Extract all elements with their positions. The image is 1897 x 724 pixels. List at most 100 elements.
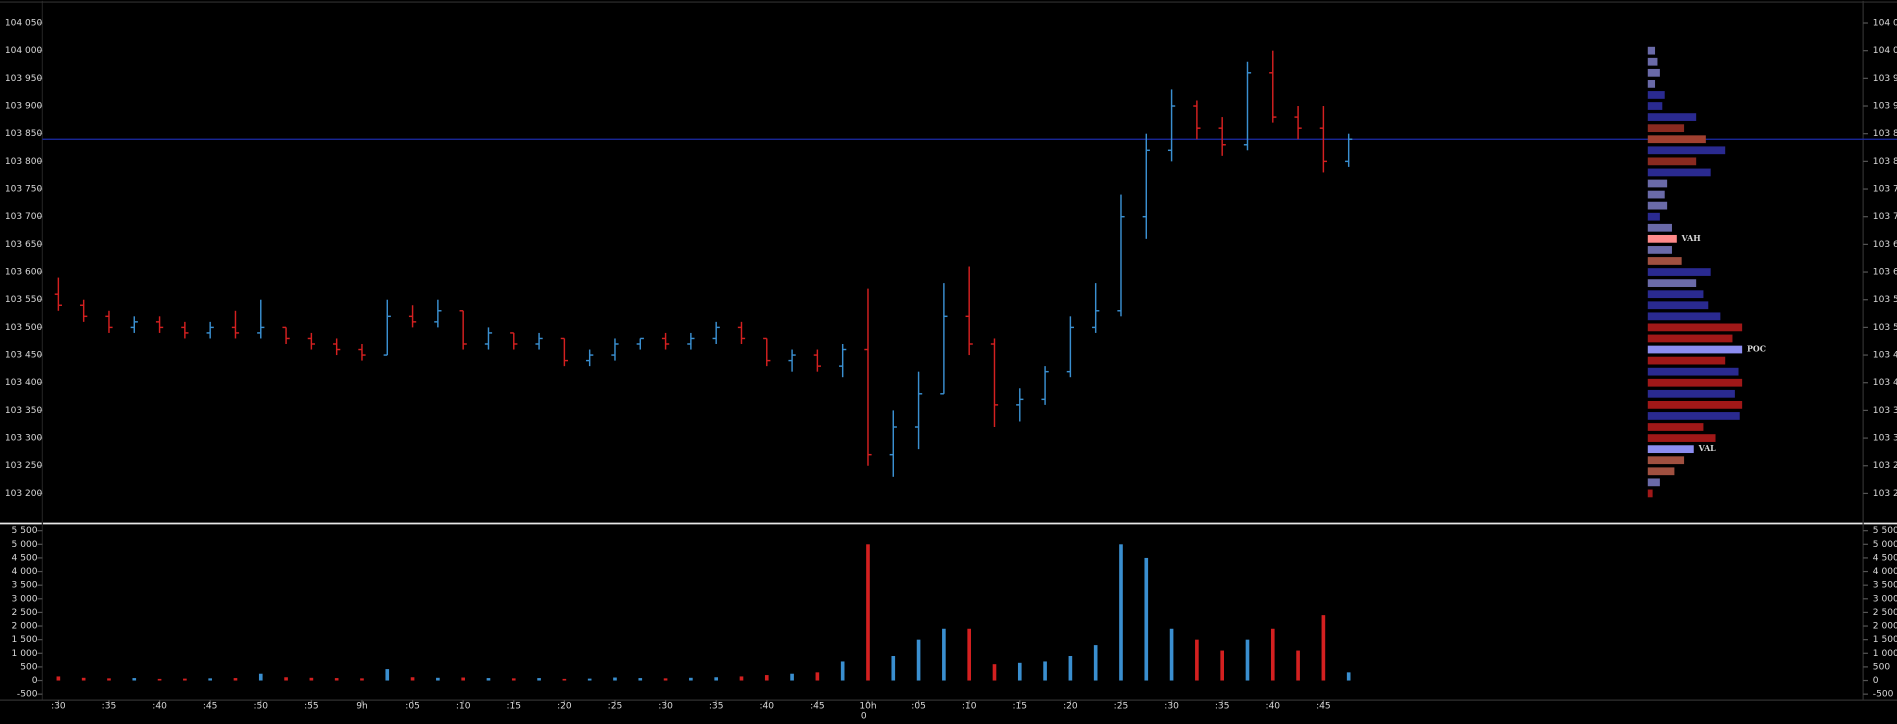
volume-tick-label: 2 500 <box>12 608 38 618</box>
volume-bar <box>1346 672 1351 681</box>
x-tick-label: :10 <box>456 702 471 712</box>
volume-bar <box>511 678 516 681</box>
volume-tick-label: 4 000 <box>12 567 38 577</box>
profile-row <box>1647 246 1672 254</box>
volume-bar <box>157 678 162 681</box>
x-tick-label: :50 <box>253 702 268 712</box>
profile-row <box>1647 290 1704 299</box>
profile-row <box>1647 478 1660 487</box>
profile-row <box>1647 223 1672 232</box>
x-tick-label: :40 <box>1265 702 1280 712</box>
volume-tick-label: -500 <box>17 690 38 700</box>
y-tick-label-right: 103 700 <box>1873 212 1897 222</box>
profile-row <box>1647 168 1711 177</box>
volume-tick-label-right: 0 <box>1873 676 1879 686</box>
profile-row <box>1647 135 1706 144</box>
profile-row <box>1647 356 1726 365</box>
profile-row <box>1647 190 1665 199</box>
x-tick-label: :30 <box>658 702 673 712</box>
x-tick-label: :40 <box>759 702 774 712</box>
volume-tick-label-right: 5 500 <box>1873 526 1897 536</box>
x-tick-label: 10h <box>859 702 876 712</box>
volume-tick-label: 5 500 <box>12 526 38 536</box>
volume-tick-label: 4 500 <box>12 553 38 563</box>
volume-bar <box>992 664 997 681</box>
y-tick-label-right: 103 950 <box>1873 74 1897 84</box>
volume-bar <box>587 678 592 681</box>
volume-bar <box>1321 615 1326 681</box>
profile-row <box>1647 102 1663 110</box>
profile-row <box>1647 334 1733 343</box>
x-tick-label: :55 <box>304 702 319 712</box>
volume-bar <box>1296 650 1300 681</box>
volume-bar <box>613 677 617 681</box>
y-tick-label-right: 104 000 <box>1873 46 1897 56</box>
x-tick-label: :35 <box>709 702 724 712</box>
profile-row <box>1647 113 1697 121</box>
profile-row <box>1647 268 1711 276</box>
x-tick-label: :35 <box>1215 702 1230 712</box>
y-tick-label-right: 104 050 <box>1873 19 1897 29</box>
y-tick-label-right: 103 750 <box>1873 185 1897 195</box>
volume-bar <box>1195 639 1199 681</box>
x-tick-label: :35 <box>102 702 117 712</box>
volume-tick-label-right: 2 500 <box>1873 608 1897 618</box>
profile-row <box>1647 389 1735 398</box>
y-tick-label-right: 103 600 <box>1873 268 1897 278</box>
volume-bar <box>309 677 314 681</box>
x-tick-label: :05 <box>911 702 926 712</box>
y-tick-label: 103 250 <box>5 461 43 471</box>
volume-bar <box>385 669 390 681</box>
profile-row <box>1647 489 1653 498</box>
profile-row <box>1647 157 1697 166</box>
volume-bar <box>764 675 769 681</box>
y-tick-label-right: 103 650 <box>1873 240 1897 250</box>
profile-row <box>1647 91 1665 99</box>
profile-row <box>1647 445 1694 454</box>
volume-bar <box>916 639 921 681</box>
y-tick-label-right: 103 850 <box>1873 129 1897 139</box>
y-tick-label: 103 700 <box>5 212 43 222</box>
profile-row <box>1647 57 1658 66</box>
volume-bar <box>1270 628 1275 681</box>
y-tick-label-right: 103 900 <box>1873 102 1897 112</box>
volume-bar <box>107 678 111 681</box>
volume-bar <box>942 628 946 681</box>
volume-bar <box>815 672 820 681</box>
volume-bar <box>1068 656 1073 681</box>
volume-bar <box>714 677 718 681</box>
volume-bar <box>258 673 263 681</box>
volume-tick-label: 1 500 <box>12 635 38 645</box>
x-tick-label: :30 <box>1164 702 1179 712</box>
profile-row <box>1647 301 1709 310</box>
y-tick-label: 103 750 <box>5 185 43 195</box>
profile-row <box>1647 400 1743 409</box>
profile-annotation: VAL <box>1698 444 1717 453</box>
profile-row <box>1647 201 1668 210</box>
volume-tick-label-right: 1 500 <box>1873 635 1897 645</box>
profile-row <box>1647 46 1656 55</box>
y-tick-label-right: 103 400 <box>1873 378 1897 388</box>
volume-tick-label-right: 500 <box>1873 662 1891 672</box>
y-tick-label: 103 800 <box>5 157 43 167</box>
volume-tick-label: 2 000 <box>12 622 38 632</box>
y-tick-label-right: 103 800 <box>1873 157 1897 167</box>
volume-bar <box>233 678 238 681</box>
volume-tick-label-right: 2 000 <box>1873 622 1897 632</box>
volume-bar <box>1169 628 1174 681</box>
profile-row <box>1647 257 1682 265</box>
y-tick-label: 103 450 <box>5 351 43 361</box>
volume-bar <box>1220 650 1224 681</box>
volume-bar <box>436 677 440 681</box>
volume-tick-label: 5 000 <box>12 540 38 550</box>
y-tick-label: 103 550 <box>5 295 43 305</box>
profile-annotation: POC <box>1747 345 1766 354</box>
volume-bar <box>208 678 212 681</box>
volume-bar <box>486 678 491 681</box>
volume-bar <box>56 676 61 681</box>
volume-bar <box>689 677 693 681</box>
volume-bar <box>334 678 339 681</box>
profile-row <box>1647 234 1677 243</box>
